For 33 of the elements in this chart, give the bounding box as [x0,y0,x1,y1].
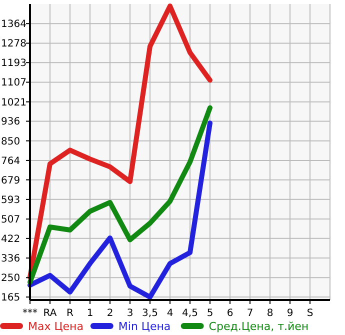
x-tick-label: RA [43,308,57,319]
y-tick-label: 507 [1,214,20,226]
y-tick-label: 1278 [1,38,26,50]
x-tick-label: 2 [106,308,114,319]
y-tick-label: 165 [1,292,20,304]
y-tick-label: 422 [1,234,20,245]
y-tick-label: 1364 [1,19,26,30]
x-tick-label: R [66,308,74,319]
x-tick-label: 3,5 [142,308,158,319]
y-tick-label: 593 [1,194,20,206]
y-tick-label: 850 [1,136,20,148]
x-tick-label: 9 [286,308,294,319]
y-tick-label: 250 [1,273,20,284]
x-tick-label: 4 [166,308,174,319]
x-tick-label: 7 [246,308,254,319]
legend-label: Сред.Цена, т.йен [208,320,309,333]
y-tick-label: 1193 [1,58,26,70]
x-tick-label: S [306,308,314,319]
y-tick-label: 1021 [1,97,26,108]
x-tick-label: 1 [86,308,94,319]
y-tick-label: 679 [1,175,20,186]
x-tick-label: 8 [266,308,274,319]
x-tick-label: *** [22,308,38,319]
y-tick-label: 936 [1,116,20,128]
y-tick-label: 764 [1,156,20,167]
y-tick-label: 336 [1,254,20,265]
x-tick-label: 4,5 [182,308,198,319]
x-tick-label: 5 [206,308,214,319]
y-tick-label: 1107 [1,78,26,89]
legend-label: Min Цена [118,320,171,333]
x-tick-label: 3 [126,308,134,319]
x-tick-label: 6 [226,308,234,319]
legend-label: Max Цена [28,320,84,333]
